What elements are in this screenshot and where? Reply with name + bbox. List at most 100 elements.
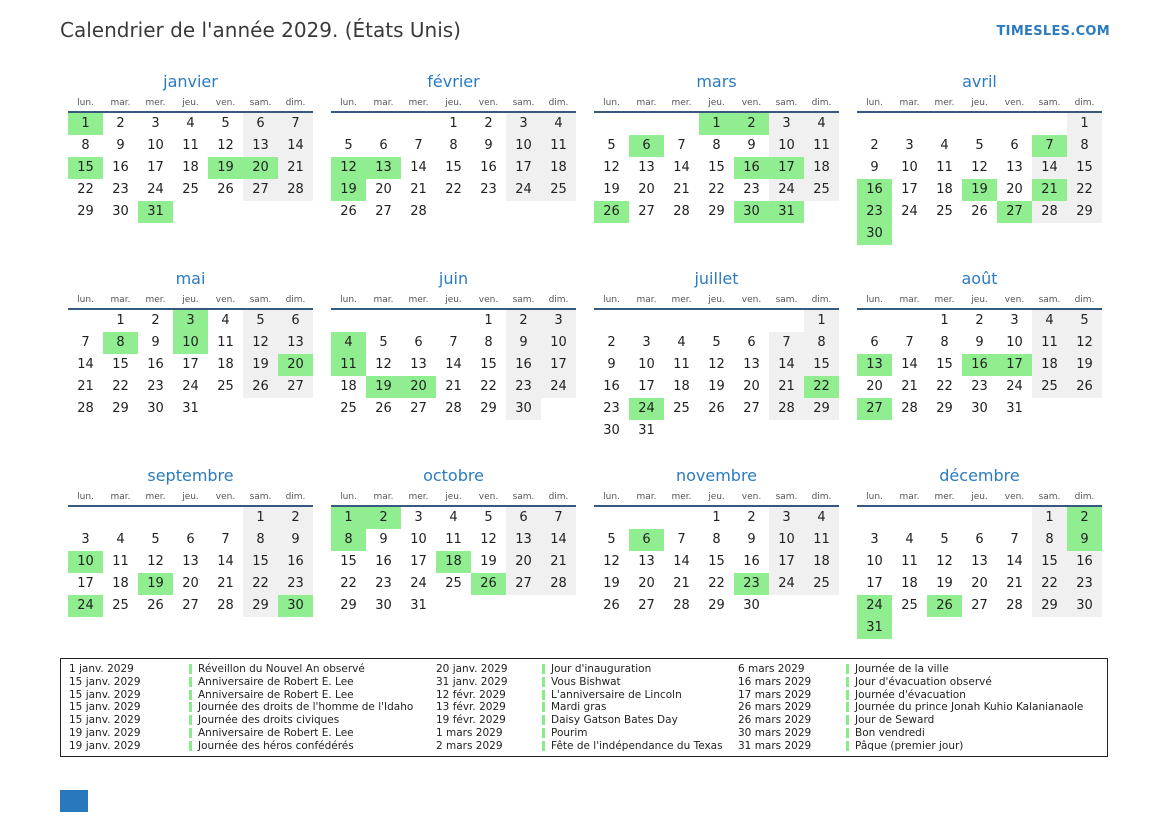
legend-entry: Journée du prince Jonah Kuhio Kalanianao… xyxy=(846,701,1107,713)
day-cell: 26 xyxy=(471,573,506,595)
day-cell xyxy=(699,420,734,442)
day-cell xyxy=(401,310,436,332)
weekday-header: sam. xyxy=(512,492,535,502)
legend-holiday-name: Pâque (premier jour) xyxy=(855,740,964,753)
day-cell: 5 xyxy=(151,532,160,547)
day-cell xyxy=(594,507,629,529)
weekday-header: dim. xyxy=(1074,295,1095,305)
legend-holiday-name: Jour de Seward xyxy=(855,714,935,727)
day-cell: 27 xyxy=(278,376,313,398)
day-cell: 3 xyxy=(81,532,90,547)
day-cell: 28 xyxy=(901,401,918,416)
day-cell: 28 xyxy=(541,573,576,595)
day-cell: 30 xyxy=(603,423,620,438)
day-cell: 22 xyxy=(1032,573,1067,595)
day-cell: 26 xyxy=(147,598,164,613)
day-cell: 17 xyxy=(638,379,655,394)
footer-logo xyxy=(60,790,88,812)
weekday-header: mar. xyxy=(110,98,131,108)
day-cell: 16 xyxy=(278,551,313,573)
day-cell: 30 xyxy=(375,598,392,613)
weekday-header-row: lun. mar. mer. jeu. ven. sam. dim. xyxy=(857,295,1102,310)
weekday-header-row: lun. mar. mer. jeu. ven. sam. dim. xyxy=(68,492,313,507)
day-cell xyxy=(857,113,892,135)
day-cell: 21 xyxy=(445,379,462,394)
day-cell: 3 xyxy=(173,310,208,332)
day-cell: 31 xyxy=(410,598,427,613)
day-cell: 7 xyxy=(221,532,230,547)
weekday-header: mer. xyxy=(408,98,429,108)
day-cell: 26 xyxy=(971,204,988,219)
legend-entry: Journée des héros confédérés xyxy=(189,740,436,752)
day-cell: 20 xyxy=(278,354,313,376)
holiday-marker-icon xyxy=(189,715,192,726)
weekday-header: sam. xyxy=(249,295,272,305)
day-cell: 3 xyxy=(905,138,914,153)
day-cell: 31 xyxy=(638,423,655,438)
legend-holiday-name: Pourim xyxy=(551,727,588,740)
day-cell xyxy=(401,113,436,135)
day-cell: 31 xyxy=(138,201,173,223)
day-cell: 30 xyxy=(1067,595,1102,617)
weekday-header: sam. xyxy=(775,492,798,502)
day-cell: 31 xyxy=(857,617,892,639)
month-title: octobre xyxy=(423,466,484,485)
day-cell: 11 xyxy=(901,554,918,569)
day-cell: 23 xyxy=(480,182,497,197)
holiday-marker-icon xyxy=(542,676,545,687)
day-cell: 27 xyxy=(857,398,892,420)
legend-date: 12 févr. 2029 xyxy=(436,688,506,701)
holiday-marker-icon xyxy=(189,689,192,700)
day-cell: 22 xyxy=(936,379,953,394)
legend-holiday-name: Journée des héros confédérés xyxy=(198,740,354,753)
brand-link[interactable]: TIMESLES.COM xyxy=(996,24,1110,39)
weekday-header-row: lun. mar. mer. jeu. ven. sam. dim. xyxy=(331,492,576,507)
weekday-header: mer. xyxy=(934,98,955,108)
day-cell: 17 xyxy=(541,354,576,376)
day-cell: 9 xyxy=(116,138,125,153)
month-title: décembre xyxy=(939,466,1020,485)
legend-date: 1 janv. 2029 xyxy=(69,662,134,675)
day-cell xyxy=(103,507,138,529)
legend-holiday-name: Jour d'évacuation observé xyxy=(855,675,992,688)
day-cell: 18 xyxy=(804,551,839,573)
holiday-marker-icon xyxy=(846,663,849,674)
day-cell: 29 xyxy=(708,598,725,613)
day-cell xyxy=(366,113,401,135)
day-cell xyxy=(506,595,541,617)
day-cell xyxy=(927,113,962,135)
month-title: mai xyxy=(175,269,206,288)
day-cell: 29 xyxy=(480,401,497,416)
day-cell: 24 xyxy=(541,376,576,398)
weekday-header: lun. xyxy=(603,98,620,108)
day-cell: 15 xyxy=(804,354,839,376)
day-cell: 20 xyxy=(506,551,541,573)
day-cell: 23 xyxy=(971,379,988,394)
day-cell: 24 xyxy=(857,595,892,617)
month-title: septembre xyxy=(147,466,234,485)
legend-holiday-name: Mardi gras xyxy=(551,701,607,714)
day-cell: 3 xyxy=(151,116,160,131)
day-cell: 28 xyxy=(1032,201,1067,223)
legend-entry: Pourim xyxy=(542,727,738,739)
day-cell: 5 xyxy=(1067,310,1102,332)
day-cell: 1 xyxy=(1032,507,1067,529)
month-février: février lun. mar. mer. jeu. ven. sam. dim. 1 2 3 4 5… xyxy=(331,70,576,267)
day-cell: 23 xyxy=(1067,573,1102,595)
weekday-header: sam. xyxy=(1038,492,1061,502)
legend-date: 6 mars 2029 xyxy=(738,662,805,675)
day-cell: 18 xyxy=(112,576,129,591)
day-cell: 30 xyxy=(857,223,892,245)
day-cell xyxy=(664,420,699,442)
day-cell: 2 xyxy=(747,510,756,525)
month-mars: mars lun. mar. mer. jeu. ven. sam. dim. 1 2 3 4 5 6 7 8… xyxy=(594,70,839,267)
day-cell xyxy=(892,310,927,332)
day-cell xyxy=(68,507,103,529)
weekday-header: jeu. xyxy=(445,295,462,305)
weekday-header: ven. xyxy=(478,492,499,502)
day-cell: 12 xyxy=(243,332,278,354)
day-cell: 4 xyxy=(331,332,366,354)
weekday-header: sam. xyxy=(1038,295,1061,305)
day-cell: 20 xyxy=(971,576,988,591)
days-grid: 1 2 3 4 5 6 7 8 9 10 11 12 13 14 15 16 17 18 19 20 21 22 23 24 2… xyxy=(68,507,313,617)
